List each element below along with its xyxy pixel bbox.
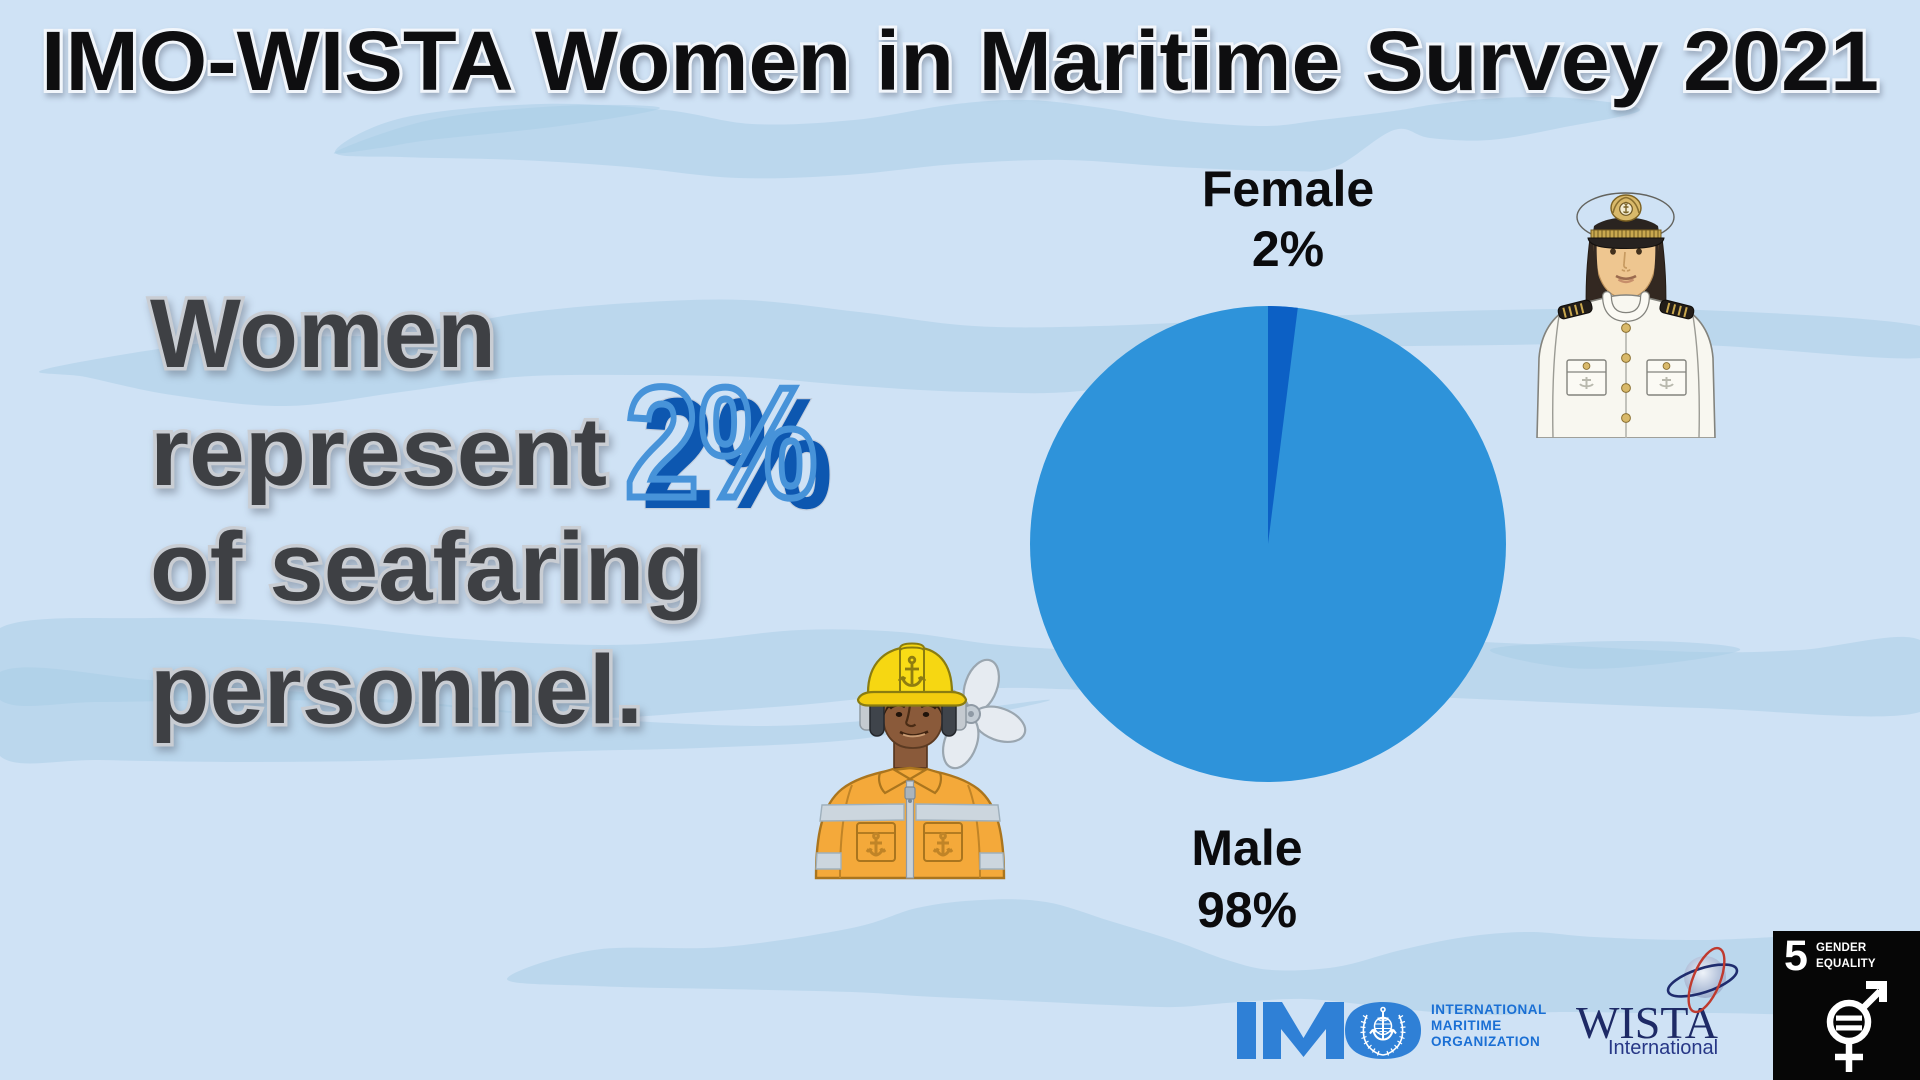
svg-text:2%: 2% xyxy=(641,366,833,542)
svg-text:represent: represent xyxy=(150,397,607,506)
svg-text:personnel.: personnel. xyxy=(150,635,643,744)
svg-text:2%: 2% xyxy=(625,355,817,531)
svg-text:of seafaring: of seafaring xyxy=(150,512,704,621)
svg-text:IMO-WISTA Women in Maritime Su: IMO-WISTA Women in Maritime Survey 2021 xyxy=(41,14,1879,108)
svg-text:Women: Women xyxy=(150,279,496,388)
